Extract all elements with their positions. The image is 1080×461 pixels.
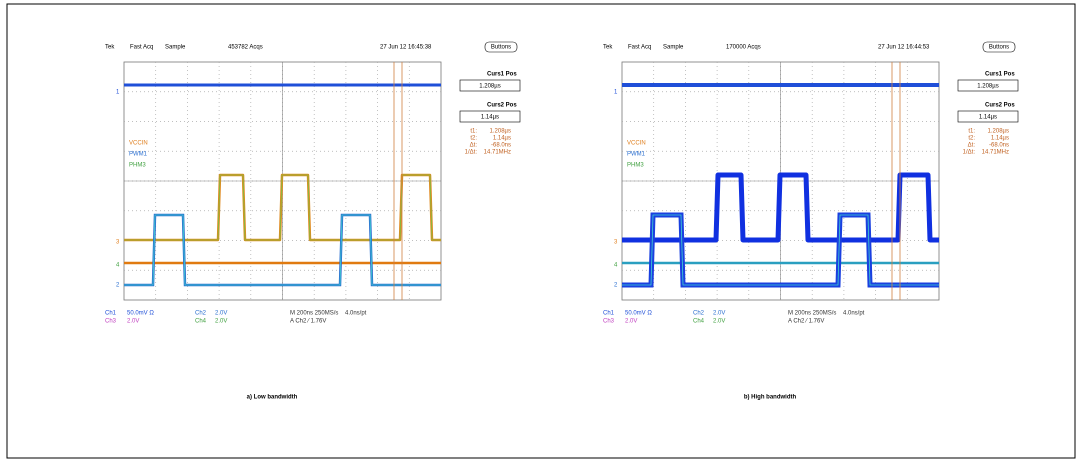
figure: Tek Fast Acq Sample 453782 Acqs 27 Jun 12 16… bbox=[0, 0, 1080, 461]
page: Tek Fast Acq Sample 453782 Acqs 27 Jun 12 16… bbox=[0, 0, 1080, 461]
cursor-title: Curs1 Pos bbox=[487, 72, 517, 78]
channel-label: VCCIN bbox=[627, 141, 646, 147]
status-text: Ch2 bbox=[693, 311, 705, 317]
status-text: Ch1 bbox=[603, 311, 615, 317]
readout-value: -68.0ns bbox=[989, 143, 1009, 149]
readout-label: Δt: bbox=[470, 143, 478, 149]
channel-label: VCCIN bbox=[129, 141, 148, 147]
status-text: Ch2 bbox=[195, 311, 207, 317]
status-text: Ch3 bbox=[603, 319, 615, 325]
header-text: Tek bbox=[603, 45, 613, 51]
status-text: 4.0ns/pt bbox=[345, 311, 367, 317]
status-text: 50.0mV Ω bbox=[127, 311, 154, 317]
status-text: Ch4 bbox=[195, 319, 207, 325]
readout-value: 14.71MHz bbox=[982, 150, 1009, 156]
status-text: A Ch2 ⁄ 1.76V bbox=[290, 319, 326, 325]
status-text: 4.0ns/pt bbox=[843, 311, 865, 317]
readout-label: 1/Δt: bbox=[963, 150, 976, 156]
header-text: Sample bbox=[663, 45, 684, 51]
header-text: Fast Acq bbox=[130, 45, 153, 51]
readout-label: 1/Δt: bbox=[465, 150, 478, 156]
readout-value: 1.208µs bbox=[490, 129, 511, 135]
readout-label: t2: bbox=[470, 136, 477, 142]
readout-value: 1.14µs bbox=[493, 136, 511, 142]
status-text: Ch1 bbox=[105, 311, 117, 317]
header-text: Sample bbox=[165, 45, 186, 51]
caption: a) Low bandwidth bbox=[247, 395, 298, 401]
status-text: A Ch2 ⁄ 1.76V bbox=[788, 319, 824, 325]
cursor-title: Curs1 Pos bbox=[985, 72, 1015, 78]
channel-label: PWM1 bbox=[627, 152, 646, 158]
status-text: 50.0mV Ω bbox=[625, 311, 652, 317]
caption: b) High bandwidth bbox=[744, 395, 797, 401]
readout-label: t2: bbox=[968, 136, 975, 142]
status-text: 2.0V bbox=[127, 319, 139, 325]
channel-label: PHM3 bbox=[627, 163, 644, 169]
cursor-value: 1.208µs bbox=[977, 84, 998, 90]
readout-label: Δt: bbox=[968, 143, 976, 149]
buttons-label: Buttons bbox=[989, 45, 1009, 51]
header-text: Tek bbox=[105, 45, 115, 51]
cursor-value: 1.14µs bbox=[481, 115, 499, 121]
readout-value: 14.71MHz bbox=[484, 150, 511, 156]
header-text: 27 Jun 12 16:45:38 bbox=[380, 45, 432, 51]
readout-label: t1: bbox=[470, 129, 477, 135]
header-text: 170000 Acqs bbox=[726, 45, 761, 51]
header-text: Fast Acq bbox=[628, 45, 651, 51]
status-text: 2.0V bbox=[215, 319, 227, 325]
readout-value: 1.208µs bbox=[988, 129, 1009, 135]
cursor-title: Curs2 Pos bbox=[487, 103, 517, 109]
readout-label: t1: bbox=[968, 129, 975, 135]
readout-value: 1.14µs bbox=[991, 136, 1009, 142]
cursor-value: 1.14µs bbox=[979, 115, 997, 121]
status-text: 2.0V bbox=[215, 311, 227, 317]
status-text: 2.0V bbox=[713, 319, 725, 325]
status-text: Ch4 bbox=[693, 319, 705, 325]
status-text: M 200ns 250MS/s bbox=[788, 311, 836, 317]
header-text: 27 Jun 12 16:44:53 bbox=[878, 45, 930, 51]
status-text: M 200ns 250MS/s bbox=[290, 311, 338, 317]
status-text: Ch3 bbox=[105, 319, 117, 325]
header-text: 453782 Acqs bbox=[228, 45, 263, 51]
channel-label: PWM1 bbox=[129, 152, 148, 158]
cursor-title: Curs2 Pos bbox=[985, 103, 1015, 109]
buttons-label: Buttons bbox=[491, 45, 511, 51]
cursor-value: 1.208µs bbox=[479, 84, 500, 90]
channel-label: PHM3 bbox=[129, 163, 146, 169]
status-text: 2.0V bbox=[713, 311, 725, 317]
status-text: 2.0V bbox=[625, 319, 637, 325]
readout-value: -68.0ns bbox=[491, 143, 511, 149]
